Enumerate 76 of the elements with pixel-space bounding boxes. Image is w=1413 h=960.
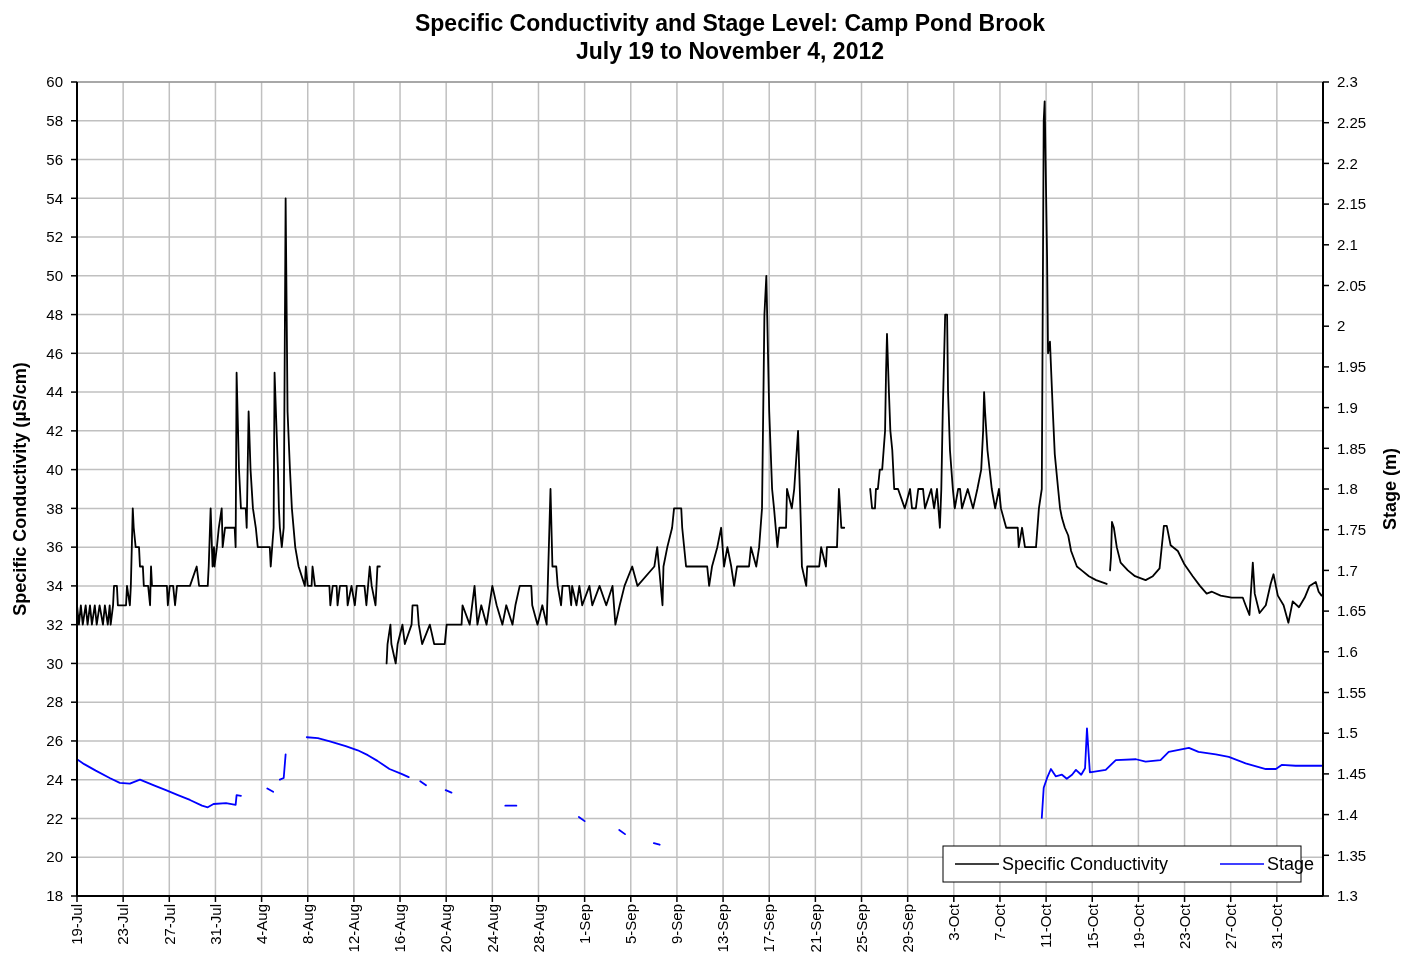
y2-tick-label: 1.6 <box>1337 643 1358 661</box>
y2-tick-label: 1.55 <box>1337 683 1367 701</box>
x-tick-label: 20-Aug <box>437 904 455 953</box>
y-tick-label: 50 <box>46 267 63 285</box>
y-tick-label: 46 <box>46 344 63 362</box>
y2-tick-label: 1.4 <box>1337 805 1358 823</box>
y2-axis-title: Stage (m) <box>1380 447 1400 531</box>
y-tick-label: 34 <box>46 577 63 595</box>
x-tick-label: 24-Aug <box>483 904 501 953</box>
x-tick-label: 29-Sep <box>898 904 916 953</box>
y-tick-label: 52 <box>46 228 63 246</box>
y-tick-label: 28 <box>46 693 63 711</box>
y-tick-label: 20 <box>46 848 63 866</box>
y-tick-label: 38 <box>46 499 63 517</box>
y2-tick-label: 1.5 <box>1337 724 1358 742</box>
y-tick-label: 32 <box>46 615 63 633</box>
y2-tick-label: 2.3 <box>1337 73 1358 91</box>
x-tick-label: 23-Oct <box>1175 903 1193 950</box>
y-tick-label: 18 <box>46 887 63 905</box>
x-tick-label: 28-Aug <box>529 904 547 953</box>
y2-tick-label: 2.25 <box>1337 113 1367 131</box>
y2-tick-label: 1.75 <box>1337 520 1367 538</box>
y2-tick-label: 1.35 <box>1337 846 1367 864</box>
legend-label: Stage <box>1267 854 1315 875</box>
y-tick-label: 30 <box>46 654 63 672</box>
y-tick-label: 22 <box>46 809 63 827</box>
y-tick-label: 26 <box>46 732 63 750</box>
y-tick-label: 24 <box>46 770 63 788</box>
x-tick-label: 27-Jul <box>160 904 178 945</box>
y2-tick-label: 1.95 <box>1337 358 1367 376</box>
x-tick-label: 1-Sep <box>575 904 593 945</box>
x-tick-label: 17-Sep <box>760 904 778 953</box>
x-tick-label: 25-Sep <box>852 904 870 953</box>
x-tick-label: 31-Jul <box>206 904 224 945</box>
y2-tick-label: 2 <box>1337 317 1346 335</box>
y2-tick-label: 1.7 <box>1337 561 1358 579</box>
y2-tick-label: 1.8 <box>1337 480 1358 498</box>
y2-tick-label: 2.1 <box>1337 236 1358 254</box>
x-tick-label: 13-Sep <box>714 904 732 953</box>
y-tick-label: 58 <box>46 112 63 130</box>
x-tick-label: 27-Oct <box>1221 903 1239 950</box>
x-tick-label: 15-Oct <box>1083 903 1101 950</box>
y-tick-label: 56 <box>46 150 63 168</box>
x-tick-label: 12-Aug <box>345 904 363 953</box>
y-tick-label: 54 <box>46 189 63 207</box>
x-tick-label: 7-Oct <box>991 903 1009 941</box>
chart-title: Specific Conductivity and Stage Level: Camp Pond Brook <box>414 10 1046 36</box>
y-axis-title: Specific Conductivity (µS/cm) <box>10 362 30 616</box>
x-tick-label: 3-Oct <box>945 903 963 941</box>
x-tick-label: 16-Aug <box>391 904 409 953</box>
x-tick-label: 19-Oct <box>1129 903 1147 950</box>
y-tick-label: 48 <box>46 305 63 323</box>
x-tick-label: 11-Oct <box>1037 903 1055 948</box>
y2-tick-label: 2.2 <box>1337 154 1358 172</box>
x-tick-label: 8-Aug <box>298 904 316 945</box>
y2-tick-label: 2.05 <box>1337 276 1367 294</box>
y2-tick-label: 2.15 <box>1337 195 1367 213</box>
y2-tick-label: 1.9 <box>1337 398 1358 416</box>
x-tick-label: 4-Aug <box>252 904 270 945</box>
y-tick-label: 40 <box>46 460 63 478</box>
x-tick-label: 31-Oct <box>1268 903 1286 950</box>
y2-tick-label: 1.85 <box>1337 439 1367 457</box>
legend-label: Specific Conductivity <box>1002 854 1169 875</box>
y-tick-label: 42 <box>46 422 63 440</box>
x-tick-label: 23-Jul <box>114 904 132 945</box>
y-tick-label: 44 <box>46 383 63 401</box>
x-tick-label: 21-Sep <box>806 904 824 953</box>
chart-subtitle: July 19 to November 4, 2012 <box>575 38 885 64</box>
y2-tick-label: 1.65 <box>1337 602 1367 620</box>
y-tick-label: 60 <box>46 73 63 91</box>
y2-tick-label: 1.45 <box>1337 765 1367 783</box>
y2-tick-label: 1.3 <box>1337 887 1358 905</box>
y-tick-label: 36 <box>46 538 63 556</box>
x-tick-label: 5-Sep <box>622 904 640 945</box>
x-tick-label: 19-Jul <box>68 904 86 945</box>
x-tick-label: 9-Sep <box>668 904 686 945</box>
